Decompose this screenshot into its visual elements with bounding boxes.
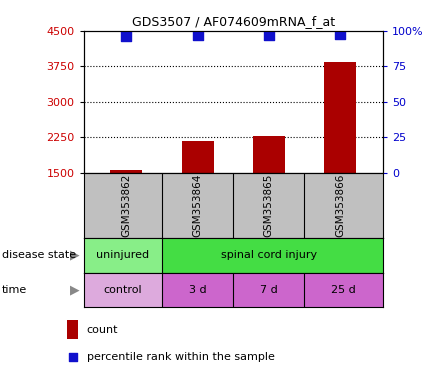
Bar (110, 170, 143, 173)
Text: 3 d: 3 d (189, 285, 206, 295)
Point (123, 33, 130, 40)
Bar (84, 273, 162, 307)
Text: control: control (103, 285, 142, 295)
Bar (67, 320, 78, 339)
Text: GSM353865: GSM353865 (264, 174, 274, 237)
Text: disease state: disease state (2, 250, 76, 260)
Text: uninjured: uninjured (96, 250, 149, 260)
Bar (233, 273, 304, 307)
Text: spinal cord injury: spinal cord injury (221, 250, 317, 260)
Bar (84, 238, 162, 273)
Bar (253, 136, 285, 173)
Point (337, 30, 344, 36)
Bar (304, 273, 383, 307)
Bar (324, 61, 356, 173)
Text: ▶: ▶ (70, 249, 79, 262)
Title: GDS3507 / AF074609mRNA_f_at: GDS3507 / AF074609mRNA_f_at (132, 15, 335, 28)
Text: ▶: ▶ (70, 283, 79, 296)
Text: GSM353864: GSM353864 (193, 174, 202, 237)
Text: 25 d: 25 d (331, 285, 356, 295)
Point (265, 32, 272, 38)
Text: percentile rank within the sample: percentile rank within the sample (87, 352, 275, 362)
Text: time: time (2, 285, 27, 295)
Point (69, 354, 76, 360)
Bar (162, 273, 233, 307)
Text: 7 d: 7 d (260, 285, 278, 295)
Text: count: count (87, 325, 118, 335)
Text: GSM353862: GSM353862 (121, 174, 132, 237)
Point (194, 32, 201, 38)
Bar (182, 141, 213, 173)
Text: GSM353866: GSM353866 (335, 174, 345, 237)
